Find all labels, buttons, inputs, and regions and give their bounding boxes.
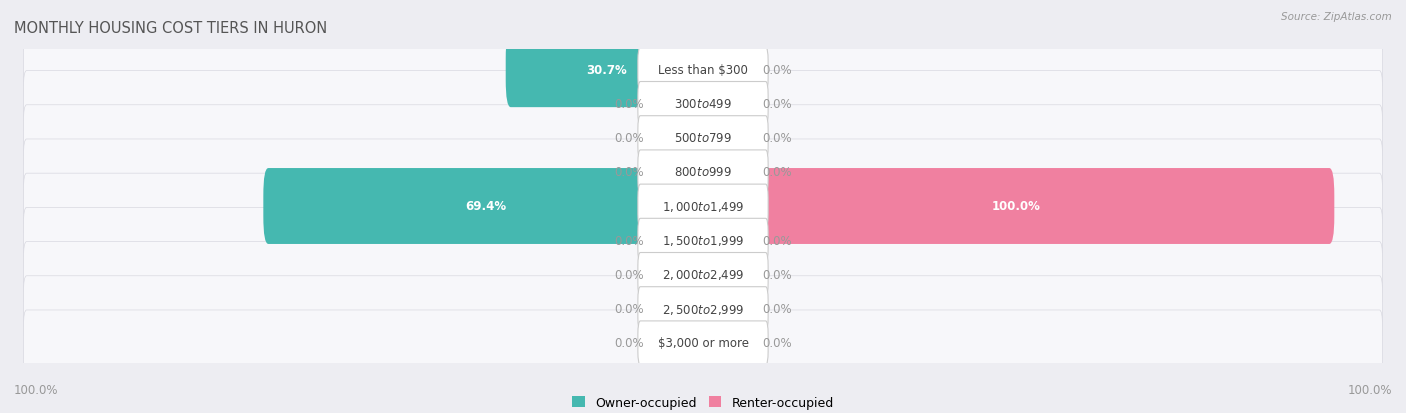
Text: 0.0%: 0.0%	[614, 132, 644, 145]
FancyBboxPatch shape	[24, 71, 1382, 137]
Text: Less than $300: Less than $300	[658, 64, 748, 76]
FancyBboxPatch shape	[697, 305, 758, 381]
FancyBboxPatch shape	[24, 310, 1382, 376]
Text: $2,500 to $2,999: $2,500 to $2,999	[662, 302, 744, 316]
FancyBboxPatch shape	[697, 100, 758, 176]
FancyBboxPatch shape	[638, 321, 768, 365]
Text: 100.0%: 100.0%	[14, 384, 59, 396]
Text: MONTHLY HOUSING COST TIERS IN HURON: MONTHLY HOUSING COST TIERS IN HURON	[14, 21, 328, 36]
Text: 0.0%: 0.0%	[614, 302, 644, 316]
Text: 0.0%: 0.0%	[614, 337, 644, 349]
Text: $3,000 or more: $3,000 or more	[658, 337, 748, 349]
Text: Source: ZipAtlas.com: Source: ZipAtlas.com	[1281, 12, 1392, 22]
FancyBboxPatch shape	[697, 66, 758, 142]
FancyBboxPatch shape	[24, 105, 1382, 171]
Text: 0.0%: 0.0%	[614, 166, 644, 179]
Text: $1,500 to $1,999: $1,500 to $1,999	[662, 234, 744, 248]
FancyBboxPatch shape	[638, 116, 768, 160]
FancyBboxPatch shape	[638, 219, 768, 262]
FancyBboxPatch shape	[648, 203, 709, 278]
Text: 69.4%: 69.4%	[465, 200, 506, 213]
FancyBboxPatch shape	[506, 32, 709, 108]
Text: 0.0%: 0.0%	[762, 337, 792, 349]
FancyBboxPatch shape	[263, 169, 709, 244]
Text: 0.0%: 0.0%	[762, 268, 792, 281]
FancyBboxPatch shape	[648, 100, 709, 176]
FancyBboxPatch shape	[648, 66, 709, 142]
FancyBboxPatch shape	[697, 271, 758, 347]
FancyBboxPatch shape	[24, 276, 1382, 342]
Text: $500 to $799: $500 to $799	[673, 132, 733, 145]
FancyBboxPatch shape	[24, 37, 1382, 103]
FancyBboxPatch shape	[648, 271, 709, 347]
FancyBboxPatch shape	[24, 242, 1382, 308]
FancyBboxPatch shape	[638, 185, 768, 228]
Text: 0.0%: 0.0%	[614, 268, 644, 281]
Text: 0.0%: 0.0%	[762, 166, 792, 179]
FancyBboxPatch shape	[638, 48, 768, 92]
FancyBboxPatch shape	[24, 208, 1382, 273]
Text: 0.0%: 0.0%	[762, 64, 792, 76]
Text: $300 to $499: $300 to $499	[673, 97, 733, 111]
FancyBboxPatch shape	[648, 237, 709, 313]
FancyBboxPatch shape	[638, 253, 768, 297]
FancyBboxPatch shape	[648, 135, 709, 210]
Text: $1,000 to $1,499: $1,000 to $1,499	[662, 199, 744, 214]
FancyBboxPatch shape	[697, 32, 758, 108]
FancyBboxPatch shape	[697, 169, 1334, 244]
Legend: Owner-occupied, Renter-occupied: Owner-occupied, Renter-occupied	[568, 391, 838, 413]
Text: 100.0%: 100.0%	[991, 200, 1040, 213]
FancyBboxPatch shape	[24, 140, 1382, 205]
FancyBboxPatch shape	[638, 151, 768, 194]
FancyBboxPatch shape	[697, 237, 758, 313]
Text: 0.0%: 0.0%	[614, 97, 644, 111]
Text: 0.0%: 0.0%	[762, 234, 792, 247]
Text: 30.7%: 30.7%	[586, 64, 627, 76]
FancyBboxPatch shape	[697, 135, 758, 210]
Text: 0.0%: 0.0%	[614, 234, 644, 247]
Text: 0.0%: 0.0%	[762, 132, 792, 145]
Text: $2,000 to $2,499: $2,000 to $2,499	[662, 268, 744, 282]
FancyBboxPatch shape	[697, 203, 758, 278]
FancyBboxPatch shape	[638, 82, 768, 126]
Text: 100.0%: 100.0%	[1347, 384, 1392, 396]
Text: 0.0%: 0.0%	[762, 302, 792, 316]
Text: $800 to $999: $800 to $999	[673, 166, 733, 179]
FancyBboxPatch shape	[24, 174, 1382, 239]
FancyBboxPatch shape	[638, 287, 768, 331]
FancyBboxPatch shape	[648, 305, 709, 381]
Text: 0.0%: 0.0%	[762, 97, 792, 111]
